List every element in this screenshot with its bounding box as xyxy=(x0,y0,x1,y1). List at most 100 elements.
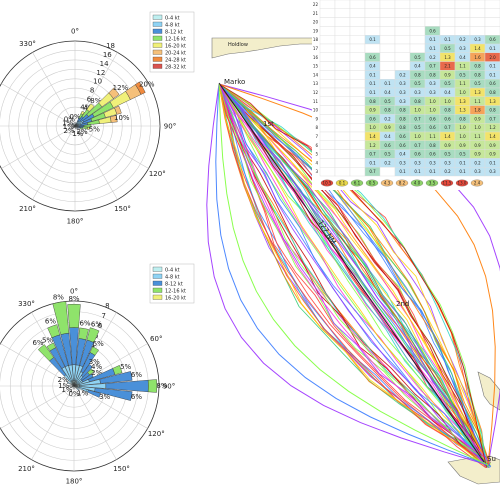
heatmap-cell-label: 0.5 xyxy=(459,72,466,77)
heatmap-cell xyxy=(319,8,336,18)
heatmap-cell-label: 1.1 xyxy=(459,64,466,69)
rose-bar xyxy=(47,324,61,338)
heatmap-cell xyxy=(439,26,456,36)
heatmap-cell xyxy=(319,105,336,115)
track-line xyxy=(206,83,489,466)
heatmap-cell xyxy=(484,8,500,18)
radial-tick-label: 4 xyxy=(83,104,88,112)
heatmap-cell-label: 0.9 xyxy=(444,143,451,148)
rose-bar xyxy=(67,381,71,385)
heatmap-summary-marker xyxy=(380,179,394,187)
heatmap-cell xyxy=(394,35,411,45)
heatmap-cell-label: 0.3 xyxy=(429,90,436,95)
heatmap-row-label: 20 xyxy=(313,20,319,25)
heatmap-cell xyxy=(349,131,366,142)
rose-bar xyxy=(78,327,89,340)
rose-bar-label: 1% xyxy=(77,389,88,397)
heatmap-cell-label: 0.8 xyxy=(414,72,421,77)
heatmap-cell xyxy=(349,35,366,45)
heatmap-cell xyxy=(469,26,486,36)
heatmap-cell-label: 0.5 xyxy=(414,125,421,130)
heatmap-cell xyxy=(319,35,336,45)
heatmap-cell-label: 0.1 xyxy=(369,37,376,42)
heatmap-cell xyxy=(454,17,471,27)
map-label-holdlow: Holdlow xyxy=(228,42,248,48)
track-line xyxy=(218,83,491,465)
rose-bar-label: 1% xyxy=(61,386,72,394)
heatmap-cell xyxy=(379,35,396,45)
track-line xyxy=(218,83,491,464)
rose-bar-label: 6% xyxy=(32,339,43,347)
rose-bar xyxy=(83,124,92,128)
heatmap-cell xyxy=(454,0,471,10)
heatmap-cell-label: 1.2 xyxy=(369,143,376,148)
heatmap-cell xyxy=(334,35,351,45)
heatmap-cell xyxy=(334,96,351,106)
rose-bar xyxy=(81,364,93,378)
rose-bar xyxy=(147,379,158,393)
heatmap-cell-label: 0.6 xyxy=(369,55,376,60)
rose-bar-label: 2% xyxy=(58,376,69,384)
map-label-second: 2nd xyxy=(396,300,409,308)
track-line xyxy=(218,83,488,465)
heatmap-cell-label: 1.0 xyxy=(444,99,451,104)
heatmap-summary-marker xyxy=(395,179,409,187)
track-line xyxy=(218,83,490,467)
heatmap-row-label: 16 xyxy=(313,55,319,60)
rose-bar xyxy=(46,342,56,352)
heatmap-summary-marker xyxy=(320,179,334,187)
rose-bar xyxy=(86,103,95,112)
heatmap-cell-label: 1.1 xyxy=(459,81,466,86)
heatmap-cell xyxy=(334,70,351,80)
heatmap-cell xyxy=(484,26,500,36)
rose-bar-label: 12% xyxy=(113,84,129,92)
heatmap-cell-label: 1.4 xyxy=(369,134,376,139)
angle-tick-label: 210° xyxy=(19,205,36,213)
heatmap-cell-label: 0.5 xyxy=(414,81,421,86)
heatmap-cell-label: 0.9 xyxy=(489,143,496,148)
track-line xyxy=(218,83,491,467)
heatmap-summary-marker xyxy=(350,179,364,187)
heatmap-inset: 22 21 20 19 0.6 18 0.1 0.1 0.1 0.2 0.3 0.6 17 0.1 0.5 0… xyxy=(312,0,500,190)
heatmap-summary-label: 11.5 xyxy=(443,181,452,186)
heatmap-cell-label: 0.8 xyxy=(474,64,481,69)
heatmap-cell-label: 1.8 xyxy=(474,108,481,113)
heatmap-cell-label: 0.6 xyxy=(429,125,436,130)
heatmap-cell xyxy=(349,78,366,89)
angle-tick-label: 330° xyxy=(18,300,35,308)
rose-bar-label: 8% xyxy=(156,382,167,390)
heatmap-row-label: 22 xyxy=(313,2,319,7)
heatmap-cell xyxy=(319,87,336,98)
heatmap-summary-label: 0.1 xyxy=(339,181,346,186)
heatmap-summary-label: 13.0 xyxy=(458,181,467,186)
legend-swatch xyxy=(152,35,163,41)
legend-swatch xyxy=(152,28,163,34)
track-line xyxy=(218,83,488,468)
wind-rose-bottom: 0°60°90°120°150°180°210°330°123456788%6%… xyxy=(0,288,175,486)
angular-gridline xyxy=(1,125,76,169)
heatmap-cell xyxy=(349,158,366,168)
radial-tick-label: 8 xyxy=(90,87,94,95)
heatmap-cell xyxy=(319,70,336,80)
rose-bar xyxy=(72,126,74,129)
rose-bar-label: 8% xyxy=(90,97,101,105)
heatmap-cell-label: 0.1 xyxy=(489,64,496,69)
heatmap-cell-label: 0.9 xyxy=(474,116,481,121)
angle-tick-label: 60° xyxy=(150,335,162,343)
rose-bar xyxy=(81,373,94,383)
legend-label: 8-12 kt xyxy=(165,282,183,288)
heatmap-cell-label: 1.0 xyxy=(414,108,421,113)
rose-bar xyxy=(94,387,133,401)
legend-label: 8-12 kt xyxy=(165,30,183,36)
heatmap-summary-marker xyxy=(470,179,484,187)
heatmap-cell xyxy=(334,131,351,142)
rose-bar-label: 8% xyxy=(53,293,64,301)
rose-bar-label: 10% xyxy=(114,114,130,122)
heatmap-cell xyxy=(319,43,336,54)
rose-bar xyxy=(75,387,80,391)
legend-swatch xyxy=(152,63,163,69)
heatmap-cell-label: 0.7 xyxy=(369,152,376,157)
track-line xyxy=(218,83,491,464)
heatmap-cell-label: 0.2 xyxy=(399,72,406,77)
heatmap-cell-label: 0.2 xyxy=(384,160,391,165)
